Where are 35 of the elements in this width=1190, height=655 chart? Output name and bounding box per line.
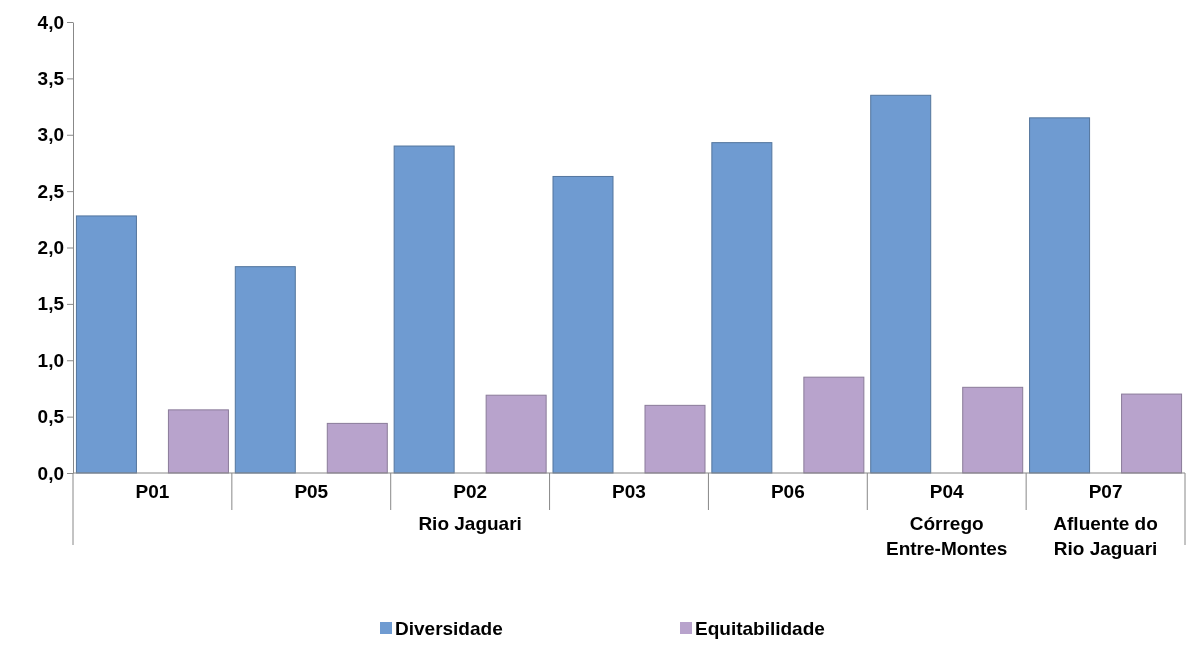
bar bbox=[644, 404, 706, 474]
x-tick-label: P01 bbox=[135, 481, 170, 502]
bar bbox=[1121, 393, 1183, 474]
bar bbox=[803, 376, 865, 474]
y-tick-label: 1,0 bbox=[37, 349, 64, 371]
text: Rio Jaguari bbox=[418, 513, 522, 534]
bar bbox=[393, 145, 455, 474]
bar bbox=[870, 94, 932, 474]
bar bbox=[1029, 117, 1091, 474]
bar bbox=[326, 422, 388, 474]
y-tick-label: 0,5 bbox=[37, 406, 65, 428]
text: Córrego Entre-Montes bbox=[886, 513, 1008, 559]
bar bbox=[234, 266, 296, 474]
x-tick-label: P05 bbox=[294, 481, 329, 502]
bar bbox=[552, 175, 614, 474]
y-tick-label: 2,0 bbox=[37, 237, 64, 259]
bar bbox=[711, 142, 773, 474]
bar bbox=[962, 386, 1024, 474]
legend-label: Diversidade bbox=[395, 618, 503, 639]
y-tick-label: 3,5 bbox=[37, 67, 65, 89]
text: Afluente do Rio Jaguari bbox=[1053, 513, 1158, 559]
bar bbox=[485, 394, 547, 474]
x-tick-label: P03 bbox=[612, 481, 646, 502]
y-tick-label: 4,0 bbox=[37, 11, 64, 33]
bar bbox=[167, 409, 229, 474]
y-tick-label: 3,0 bbox=[37, 124, 64, 146]
y-tick-label: 0,0 bbox=[37, 462, 64, 484]
bar bbox=[75, 215, 137, 474]
y-tick-label: 1,5 bbox=[37, 293, 65, 315]
x-tick-label: P07 bbox=[1088, 481, 1123, 502]
x-tick-label: P04 bbox=[929, 481, 965, 502]
y-tick-label: 2,5 bbox=[37, 180, 65, 202]
legend-label: Equitabilidade bbox=[695, 618, 825, 639]
x-tick-label: P02 bbox=[453, 481, 488, 502]
x-tick-label: P06 bbox=[770, 481, 805, 502]
